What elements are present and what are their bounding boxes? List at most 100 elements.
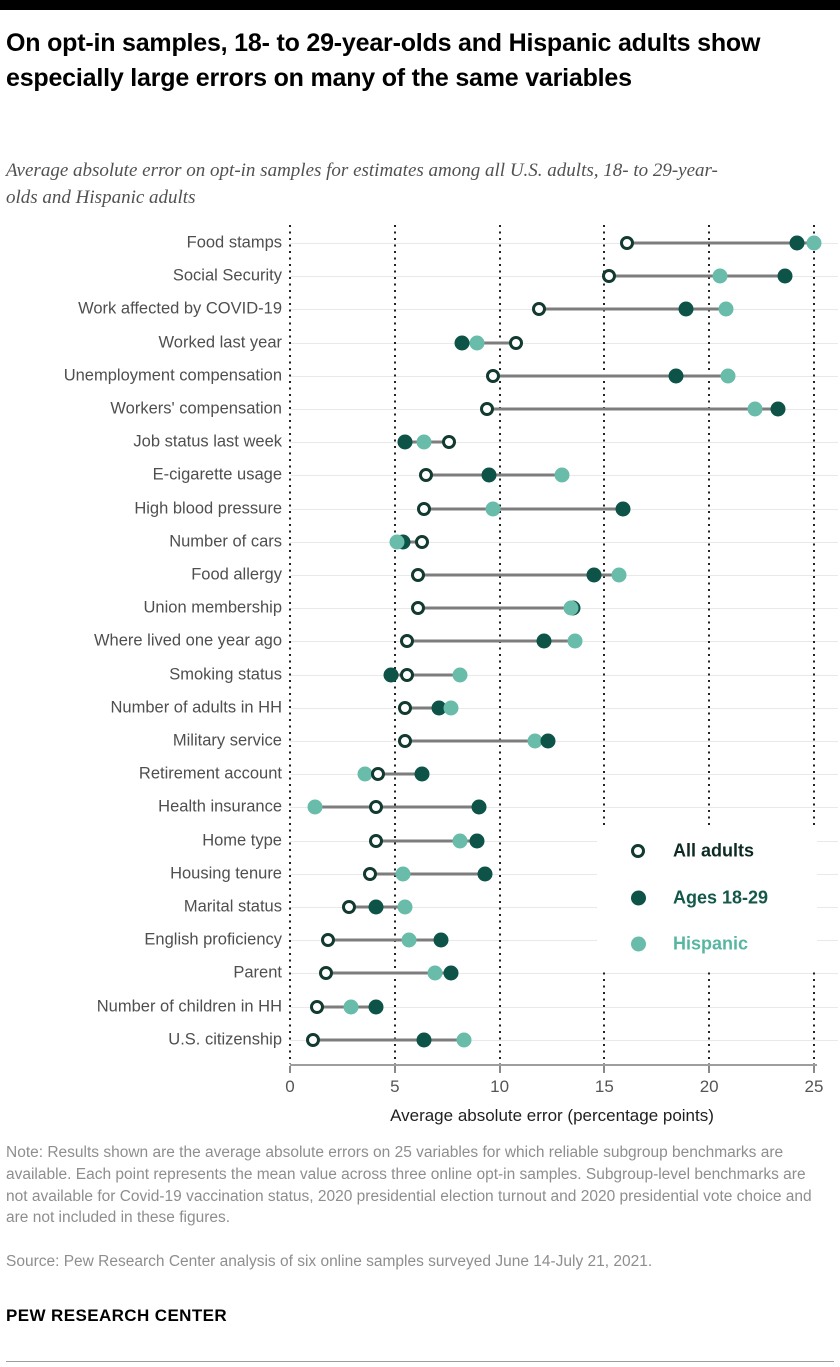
row-guide-line (290, 841, 838, 842)
category-label: Parent (233, 963, 282, 982)
category-label: Union membership (143, 598, 282, 617)
connector-line (493, 374, 729, 378)
dot-ages (368, 999, 384, 1015)
category-label: Job status last week (133, 432, 282, 451)
legend: All adults Ages 18-29 Hispanic (597, 829, 817, 971)
row-guide-line (290, 940, 838, 941)
connector-line (313, 1038, 464, 1042)
dot-ages (789, 235, 805, 251)
dot-hispanic (718, 301, 734, 317)
chart-subtitle: Average absolute error on opt-in samples… (6, 160, 718, 208)
dot-all (306, 1032, 321, 1047)
category-label: Food allergy (191, 565, 282, 584)
dot-hispanic (527, 733, 543, 749)
category-label: Number of adults in HH (110, 698, 283, 717)
all-legend-swatch-icon (631, 844, 645, 870)
dot-all (318, 966, 333, 981)
dot-ages (397, 434, 413, 450)
category-label: Retirement account (138, 764, 282, 783)
dot-all (310, 999, 325, 1014)
dot-ages (615, 501, 631, 517)
dot-ages (471, 799, 487, 815)
dot-plot-chart: All adults Ages 18-29 Hispanic Food stamps S… (0, 225, 840, 1130)
dot-hispanic (720, 368, 736, 384)
category-label: Number of children in HH (96, 997, 282, 1016)
category-label: Where lived one year ago (93, 631, 282, 650)
row-guide-line (290, 708, 838, 709)
bottom-divider (6, 1361, 834, 1362)
x-axis-title: Average absolute error (percentage point… (390, 1106, 714, 1125)
dot-all (480, 402, 495, 416)
dot-ages (368, 899, 384, 915)
dot-ages (431, 700, 447, 716)
category-label: Unemployment compensation (63, 366, 282, 385)
dot-all (417, 501, 432, 516)
dot-all (398, 700, 413, 715)
dot-hispanic (357, 766, 373, 782)
dot-hispanic (469, 335, 485, 351)
gridline (289, 225, 291, 1064)
dot-hispanic (747, 401, 763, 417)
gridline (813, 225, 815, 1064)
dot-hispanic (389, 534, 405, 550)
dot-hispanic (443, 700, 459, 716)
row-guide-line (290, 276, 838, 277)
dot-ages (678, 301, 694, 317)
x-axis-tick-label: 10 (490, 1077, 510, 1096)
connector-line (315, 805, 479, 809)
dot-all (601, 269, 616, 284)
note-text: Note: Results shown are the average abso… (6, 1144, 812, 1227)
dot-hispanic (567, 633, 583, 649)
chart-title: On opt-in samples, 18- to 29-year-olds a… (6, 29, 761, 92)
dot-ages (536, 633, 552, 649)
x-axis-tick-label: 0 (285, 1077, 295, 1096)
dot-ages (540, 733, 556, 749)
dot-all (371, 767, 386, 782)
row-guide-line (290, 907, 838, 908)
x-axis-tick (708, 1066, 710, 1073)
dot-hispanic (712, 268, 728, 284)
dot-ages (443, 965, 459, 981)
dot-hispanic (554, 467, 570, 483)
dot-hispanic (806, 235, 822, 251)
dot-all (320, 933, 335, 948)
row-guide-line (290, 675, 838, 676)
dot-hispanic (452, 833, 468, 849)
connector-line (327, 938, 441, 942)
row-guide-line (290, 1007, 838, 1008)
connector-line (407, 639, 576, 643)
dot-ages (770, 401, 786, 417)
connector-line (417, 573, 620, 577)
dot-all (419, 468, 434, 483)
top-bar (0, 0, 840, 10)
dot-hispanic (452, 667, 468, 683)
row-guide-line (290, 774, 838, 775)
dot-hispanic (343, 999, 359, 1015)
source-text: Source: Pew Research Center analysis of … (6, 1253, 653, 1270)
x-axis-line (290, 1064, 817, 1066)
x-axis-tick-label: 25 (804, 1077, 824, 1096)
row-guide-line (290, 243, 838, 244)
row-guide-line (290, 741, 838, 742)
dot-hispanic (307, 799, 323, 815)
ages-legend-swatch-icon (631, 890, 646, 918)
gridline (499, 225, 501, 1064)
category-label: Social Security (172, 266, 282, 285)
row-guide-line (290, 973, 838, 974)
dot-ages (586, 567, 602, 583)
dot-ages (416, 1032, 432, 1048)
dot-ages (454, 335, 470, 351)
row-guide-line (290, 542, 838, 543)
connector-line (461, 341, 517, 345)
dot-all (400, 667, 415, 682)
dot-hispanic (401, 932, 417, 948)
dot-all (362, 866, 377, 881)
connector-line (627, 241, 814, 245)
dot-all (368, 833, 383, 848)
x-axis-tick (499, 1066, 501, 1073)
gridline (708, 225, 710, 1064)
row-guide-line (290, 1040, 838, 1041)
dot-ages (433, 932, 449, 948)
dot-all (410, 601, 425, 616)
